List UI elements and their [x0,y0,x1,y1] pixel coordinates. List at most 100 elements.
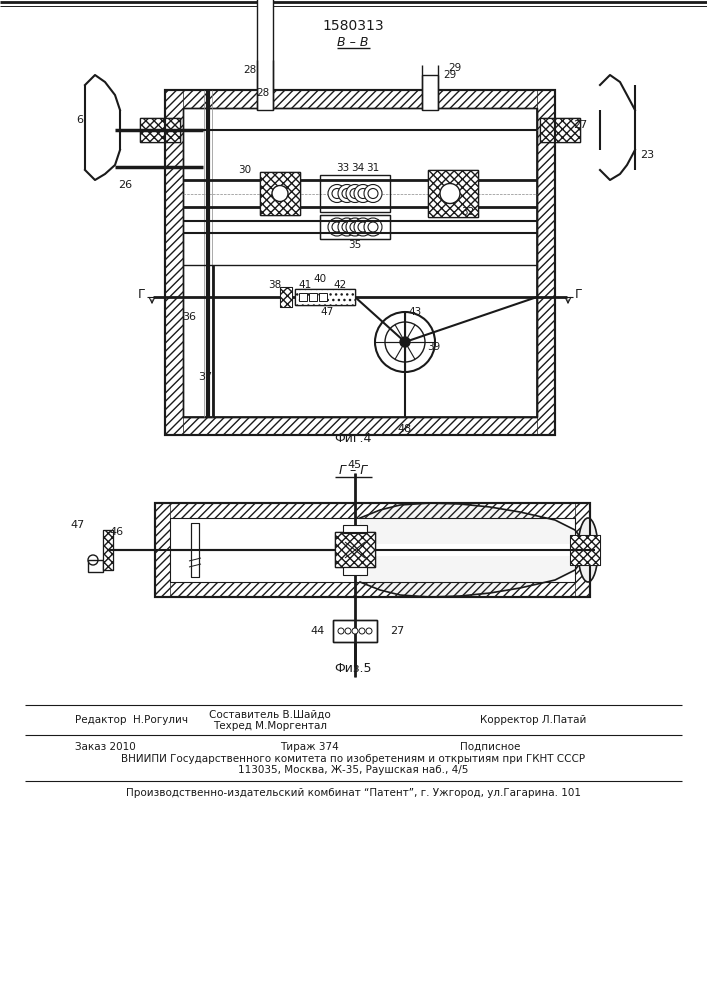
Text: 27: 27 [573,120,587,130]
Text: Г: Г [137,288,145,300]
Text: Редактор  Н.Рогулич: Редактор Н.Рогулич [75,715,188,725]
Bar [570,535,600,565]
Text: 26: 26 [118,180,132,190]
Bar [335,532,375,567]
Text: 1580313: 1580313 [322,19,384,33]
Bar [422,75,438,110]
Ellipse shape [578,518,598,582]
Text: 37: 37 [198,372,212,382]
Bar [280,287,292,307]
Bar [165,90,183,435]
Bar [428,170,478,217]
Bar [260,172,300,215]
Bar [165,90,555,435]
Text: Техред М.Моргентал: Техред М.Моргентал [213,721,327,731]
Bar [88,560,103,572]
Bar [165,90,555,108]
Bar [570,535,600,565]
Circle shape [440,184,460,204]
Bar [343,567,367,575]
Bar [183,108,537,417]
Circle shape [354,218,372,236]
Bar [320,175,390,212]
Bar [155,503,590,597]
Bar [295,289,355,305]
Text: Корректор Л.Патай: Корректор Л.Патай [480,715,586,725]
Text: Физ.5: Физ.5 [334,662,372,676]
Bar [260,172,300,215]
Bar [165,417,555,435]
Bar [320,215,390,239]
Bar [165,417,555,435]
Circle shape [328,184,346,202]
Text: 47: 47 [320,307,334,317]
Bar [140,118,180,142]
Text: 6: 6 [76,115,83,125]
Bar [155,582,590,597]
Bar [155,503,170,597]
Text: Заказ 2010: Заказ 2010 [75,742,136,752]
Text: 28: 28 [243,65,257,75]
Text: 34: 34 [351,163,365,173]
Bar [280,287,292,307]
Text: Составитель В.Шайдо: Составитель В.Шайдо [209,710,331,720]
Text: Производственно-издательский комбинат “Патент”, г. Ужгород, ул.Гагарина. 101: Производственно-издательский комбинат “П… [126,788,580,798]
Text: 38: 38 [269,280,281,290]
Text: Подписное: Подписное [460,742,520,752]
Bar [183,108,537,417]
Text: 28: 28 [257,88,269,98]
Text: 40: 40 [313,274,327,284]
Bar [537,90,555,435]
Bar [140,118,180,142]
Bar [575,503,590,597]
Text: 45: 45 [348,460,362,470]
Bar [155,503,590,518]
Bar [319,293,327,301]
Bar [103,530,113,570]
Bar [540,118,580,142]
Bar [309,293,317,301]
Text: 29: 29 [448,63,462,73]
Circle shape [366,628,372,634]
Circle shape [272,186,288,202]
Bar [540,118,580,142]
Text: Г: Г [575,288,583,300]
Circle shape [346,184,364,202]
Circle shape [345,628,351,634]
Bar [320,215,390,239]
Bar [257,0,273,110]
Text: B – B: B – B [337,36,369,49]
Text: Тираж 374: Тираж 374 [280,742,339,752]
Bar [333,620,377,642]
Circle shape [400,337,410,347]
Text: 32: 32 [462,207,474,217]
Bar [540,118,580,142]
Text: 36: 36 [182,312,196,322]
Text: 30: 30 [238,165,252,175]
Circle shape [359,628,365,634]
Text: 46: 46 [109,527,123,537]
Circle shape [328,218,346,236]
Text: 47: 47 [71,520,85,530]
Bar [299,293,307,301]
Text: 42: 42 [334,280,346,290]
Bar [335,544,690,556]
Bar [155,503,590,597]
Text: 27: 27 [390,626,404,636]
Text: 23: 23 [640,150,654,160]
Text: Г – Г: Г – Г [339,464,367,477]
Bar [295,289,355,305]
Text: 35: 35 [349,240,361,250]
Text: 31: 31 [366,163,380,173]
Bar [191,523,199,577]
Circle shape [338,628,344,634]
Bar [333,620,377,642]
Bar [335,532,375,567]
Circle shape [338,218,356,236]
Bar [537,90,555,435]
Bar [165,90,555,108]
Bar [140,118,180,142]
Text: 48: 48 [398,424,412,434]
Bar [335,532,375,567]
Text: Фиг.4: Фиг.4 [334,432,372,446]
